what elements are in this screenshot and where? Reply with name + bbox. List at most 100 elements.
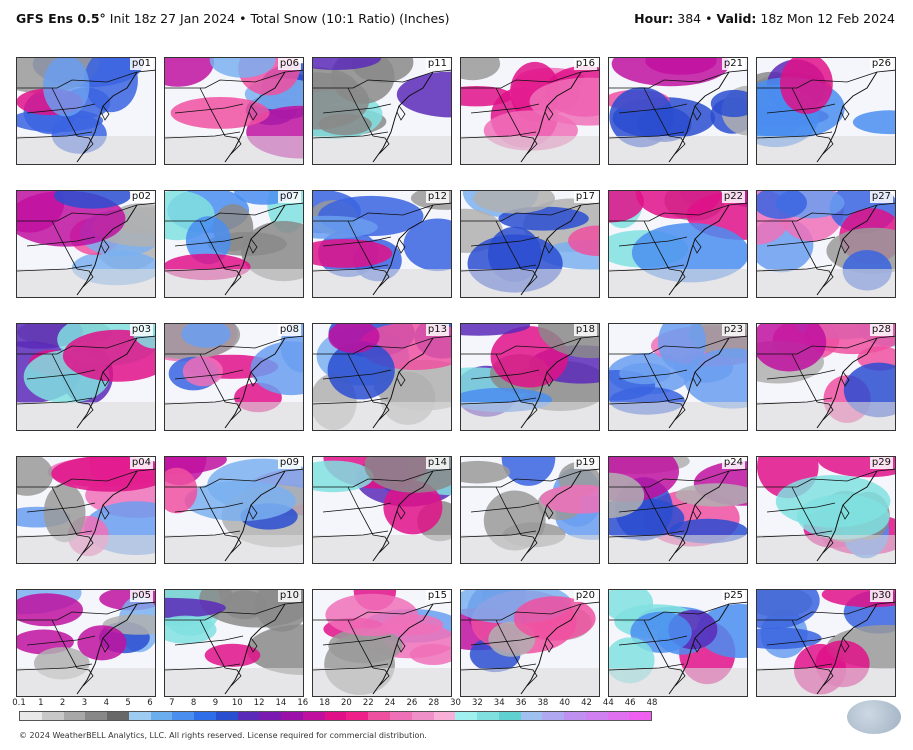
colorbar-tick-label: 12 [253,698,265,708]
colorbar-swatch [520,712,543,720]
colorbar-swatch [150,712,173,720]
ensemble-member-map: p15 [312,589,452,697]
colorbar-swatch [498,712,521,720]
ensemble-member-map: p17 [460,190,600,298]
hour-label: Hour: [634,11,674,26]
ensemble-member-map: p18 [460,323,600,431]
member-label: p10 [277,590,301,602]
colorbar-tick-label: 30 [450,698,461,708]
member-label: p25 [721,590,745,602]
ensemble-panel-grid: p01 p06 p11 p16 p21 p26 p02 p07 p12 p17 p22 p27 p03 p… [16,57,898,697]
colorbar-tick-label: 22 [362,698,374,708]
ensemble-member-map: p20 [460,589,600,697]
colorbar-swatch [390,712,412,720]
model-name: GFS Ens 0.5° [16,11,106,26]
colorbar-swatch [194,712,216,720]
ensemble-member-map: p10 [164,589,304,697]
member-label: p07 [277,191,301,203]
separator: • [705,11,713,26]
colorbar-tick-label: 38 [537,698,549,708]
ensemble-member-map: p07 [164,190,304,298]
colorbar-swatch [20,712,42,720]
member-label: p20 [573,590,597,602]
member-label: p06 [277,58,301,70]
ensemble-member-map: p04 [16,456,156,564]
colorbar-swatch [128,712,151,720]
colorbar-swatch [542,712,565,720]
colorbar-swatch [564,712,586,720]
ensemble-member-map: p09 [164,456,304,564]
member-label: p05 [129,590,153,602]
colorbar-swatch [85,712,108,720]
member-label: p03 [129,324,153,336]
colorbar-tick-label: 7 [169,698,175,708]
colorbar-swatch [215,712,238,720]
ensemble-member-map: p16 [460,57,600,165]
map-title: GFS Ens 0.5° Init 18z 27 Jan 2024 • Tota… [16,11,450,26]
member-label: p11 [425,58,449,70]
ensemble-member-map: p22 [608,190,748,298]
colorbar-tick-label: 10 [231,698,243,708]
member-label: p28 [869,324,893,336]
colorbar-swatch [585,712,608,720]
member-label: p16 [573,58,597,70]
colorbar-swatch [477,712,499,720]
colorbar-swatch [302,712,325,720]
colorbar-tick-label: 34 [493,698,505,708]
valid-label: Valid: [716,11,757,26]
colorbar-tick-label: 20 [340,698,352,708]
ensemble-member-map: p13 [312,323,452,431]
colorbar-tick-label: 5 [125,698,131,708]
colorbar-tick-label: 24 [384,698,396,708]
colorbar-swatch [324,712,347,720]
colorbar-swatch [433,712,456,720]
member-label: p19 [573,457,597,469]
member-label: p02 [129,191,153,203]
colorbar-swatch [346,712,369,720]
colorbar-swatch [607,712,630,720]
ensemble-member-map: p05 [16,589,156,697]
colorbar-tick-label: 40 [559,698,571,708]
valid-value: 18z Mon 12 Feb 2024 [760,11,895,26]
ensemble-member-map: p03 [16,323,156,431]
member-label: p27 [869,191,893,203]
member-label: p26 [869,58,893,70]
ensemble-member-map: p26 [756,57,896,165]
ensemble-member-map: p29 [756,456,896,564]
ensemble-member-map: p23 [608,323,748,431]
member-label: p23 [721,324,745,336]
valid-info: Hour: 384 • Valid: 18z Mon 12 Feb 2024 [634,11,895,26]
ensemble-member-map: p21 [608,57,748,165]
member-label: p09 [277,457,301,469]
colorbar-swatch [237,712,260,720]
ensemble-member-map: p24 [608,456,748,564]
ensemble-member-map: p12 [312,190,452,298]
colorbar [19,711,652,721]
member-label: p24 [721,457,745,469]
colorbar-tick-label: 9 [212,698,219,708]
ensemble-member-map: p27 [756,190,896,298]
ensemble-member-map: p28 [756,323,896,431]
colorbar-tick-label: 4 [103,698,110,708]
colorbar-swatch [172,712,195,720]
colorbar-swatch [63,712,86,720]
member-label: p17 [573,191,597,203]
colorbar-swatch [107,712,129,720]
colorbar-tick-label: 2 [59,698,66,708]
colorbar-tick-label: 28 [428,698,440,708]
weatherbell-logo-icon [847,700,901,734]
colorbar-swatch [368,712,391,720]
member-label: p29 [869,457,893,469]
ensemble-member-map: p08 [164,323,304,431]
colorbar-tick-label: 8 [190,698,197,708]
colorbar-tick-label: 14 [275,698,287,708]
member-label: p21 [721,58,745,70]
colorbar-tick-label: 48 [646,698,658,708]
colorbar-ticks: 0.1 1 2 3 4 5 6 7 8 9 10 12 14 16 18 20 22 24 26 28 30 32 34 36… [12,698,657,710]
colorbar-tick-label: 26 [406,698,418,708]
colorbar-swatch [259,712,282,720]
ensemble-member-map: p11 [312,57,452,165]
colorbar-tick-label: 0.1 [12,698,26,708]
colorbar-swatch [281,712,303,720]
ensemble-member-map: p02 [16,190,156,298]
